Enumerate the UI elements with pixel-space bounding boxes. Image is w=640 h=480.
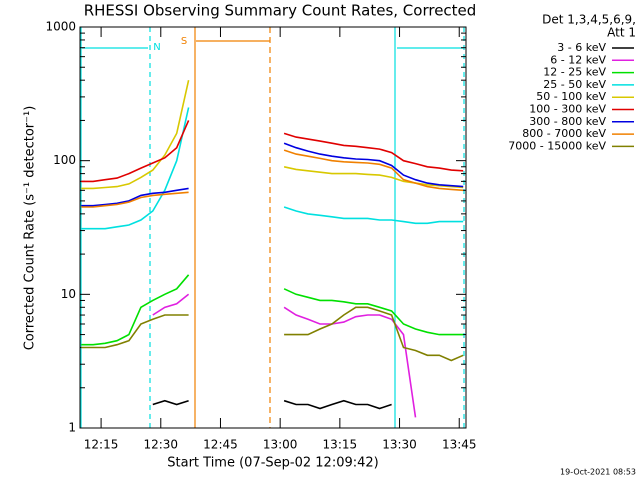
series-line (81, 107, 464, 230)
x-tick-label: 13:00 (263, 438, 298, 452)
x-axis-label: Start Time (07-Sep-02 12:09:42) (167, 456, 378, 471)
series-line (81, 274, 464, 346)
series-line (81, 80, 464, 190)
series-line (81, 120, 464, 183)
legend-label: 50 - 100 keV (536, 90, 606, 103)
saa-label: S (181, 36, 187, 47)
legend-label: 300 - 800 keV (529, 115, 606, 128)
footer: 19-Oct-2021 08:53 (560, 468, 636, 477)
legend-title: Det 1,3,4,5,6,9, (542, 13, 636, 27)
series-line (152, 399, 392, 410)
legend-label: 800 - 7000 keV (522, 127, 606, 140)
legend-label: 3 - 6 keV (557, 41, 606, 54)
legend-label: 12 - 25 keV (543, 66, 606, 79)
x-tick-label: 12:15 (84, 438, 119, 452)
series-line (81, 306, 464, 362)
x-tick-label: 12:30 (143, 438, 178, 452)
y-axis-label: Corrected Count Rate (s⁻¹ detector⁻¹) (23, 106, 38, 351)
legend-title: Att 1 (607, 26, 636, 40)
y-tick-label: 100 (53, 153, 76, 167)
y-tick-label: 10 (61, 287, 76, 301)
night-label: N (153, 42, 160, 53)
series-line (81, 142, 464, 207)
x-tick-label: 12:45 (203, 438, 238, 452)
legend-label: 6 - 12 keV (550, 53, 606, 66)
x-tick-label: 13:15 (323, 438, 358, 452)
legend-label: 25 - 50 keV (543, 78, 606, 91)
chart-title: RHESSI Observing Summary Count Rates, Co… (84, 2, 477, 20)
plot-frame (79, 26, 467, 429)
legend-label: 7000 - 15000 keV (508, 139, 606, 152)
legend-label: 100 - 300 keV (529, 103, 606, 116)
y-tick-label: 1 (68, 421, 76, 435)
series-line (81, 149, 464, 208)
y-tick-label: 1000 (45, 20, 76, 34)
x-tick-label: 13:30 (382, 438, 417, 452)
x-tick-label: 13:45 (442, 438, 477, 452)
series-line (152, 293, 417, 418)
